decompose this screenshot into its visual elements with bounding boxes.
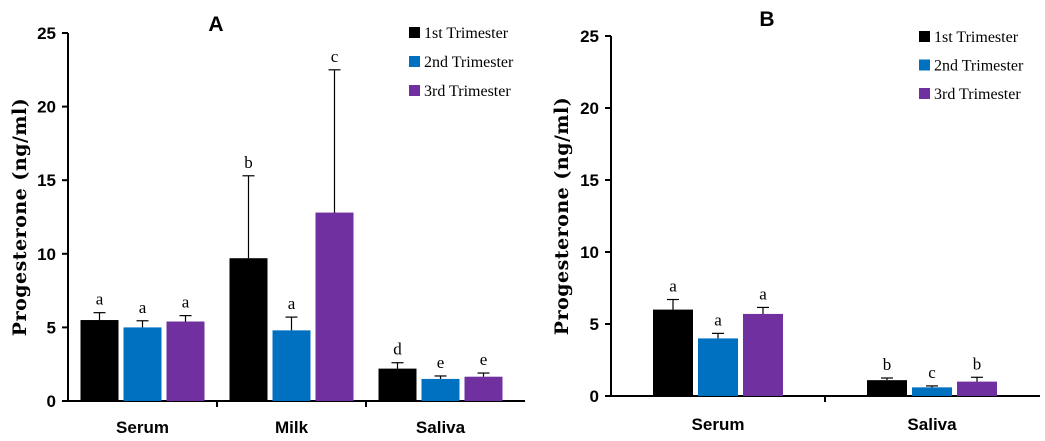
significance-label: a [714, 310, 722, 329]
category-label: Serum [692, 415, 745, 434]
y-tick-label: 20 [37, 98, 56, 117]
significance-label: a [669, 277, 677, 296]
bar-serum-2 [698, 338, 738, 396]
category-label: Serum [116, 418, 169, 437]
panel-title: B [759, 8, 774, 31]
significance-label: b [973, 354, 982, 373]
bar-saliva-2 [912, 387, 952, 396]
bar-saliva-3 [464, 376, 503, 401]
significance-label: a [96, 290, 104, 309]
legend-entry: 3rd Trimester [934, 86, 1021, 103]
bar-serum-1 [80, 320, 119, 401]
bar-saliva-1 [867, 380, 907, 396]
legend-swatch [409, 85, 420, 96]
legend-entry: 3rd Trimester [424, 83, 511, 100]
y-tick-label: 25 [580, 27, 599, 46]
bar-milk-2 [272, 330, 311, 401]
panel-title: A [208, 13, 223, 36]
legend-entry: 1st Trimester [424, 25, 509, 42]
y-tick-label: 5 [590, 315, 599, 334]
chart-panel-b: B Progesterone (ng/ml) 0 5 10 15 20 25 a a a Serum b… [551, 8, 1040, 434]
y-tick-label: 15 [37, 171, 56, 190]
y-tick-label: 10 [37, 245, 56, 264]
bar-milk-3 [315, 212, 354, 401]
chart-panel-a: A Progesterone (ng/ml) 0 5 10 15 20 25 a a a Serum b… [9, 13, 525, 437]
significance-label: d [393, 340, 402, 359]
legend-entry: 2nd Trimester [934, 58, 1024, 75]
significance-label: a [759, 284, 767, 303]
y-tick-label: 10 [580, 243, 599, 262]
y-tick-label: 0 [590, 387, 599, 406]
bar-saliva-2 [421, 378, 460, 401]
significance-label: b [883, 355, 892, 374]
legend-swatch [409, 27, 420, 38]
legend-entry: 1st Trimester [934, 29, 1019, 46]
significance-label: a [288, 294, 296, 313]
legend-swatch [919, 88, 930, 99]
legend-swatch [409, 56, 420, 67]
significance-label: a [139, 298, 147, 317]
legend: 1st Trimester 2nd Trimester 3rd Trimester [919, 29, 1024, 103]
legend-swatch [919, 31, 930, 42]
bar-serum-2 [123, 327, 162, 401]
category-label: Saliva [907, 415, 957, 434]
significance-label: e [480, 350, 488, 369]
bar-serum-3 [743, 313, 783, 396]
legend-swatch [919, 59, 930, 71]
legend: 1st Trimester 2nd Trimester 3rd Trimester [409, 25, 514, 100]
y-tick-label: 25 [37, 24, 56, 43]
bar-milk-1 [229, 258, 268, 401]
y-axis-label: Progesterone (ng/ml) [551, 97, 573, 335]
significance-label: b [244, 153, 253, 172]
category-label: Saliva [416, 418, 466, 437]
significance-label: c [331, 47, 339, 66]
bar-saliva-3 [957, 381, 997, 396]
significance-label: c [928, 363, 936, 382]
legend-entry: 2nd Trimester [424, 54, 514, 71]
bar-serum-3 [166, 321, 205, 401]
bar-serum-1 [653, 309, 693, 396]
significance-label: a [182, 293, 190, 312]
bar-saliva-1 [378, 368, 417, 401]
y-axis-label: Progesterone (ng/ml) [9, 98, 31, 336]
y-tick-label: 0 [47, 392, 56, 411]
significance-label: e [437, 353, 445, 372]
y-tick-label: 15 [580, 171, 599, 190]
y-tick-label: 20 [580, 99, 599, 118]
category-label: Milk [275, 418, 309, 437]
y-tick-label: 5 [47, 318, 56, 337]
